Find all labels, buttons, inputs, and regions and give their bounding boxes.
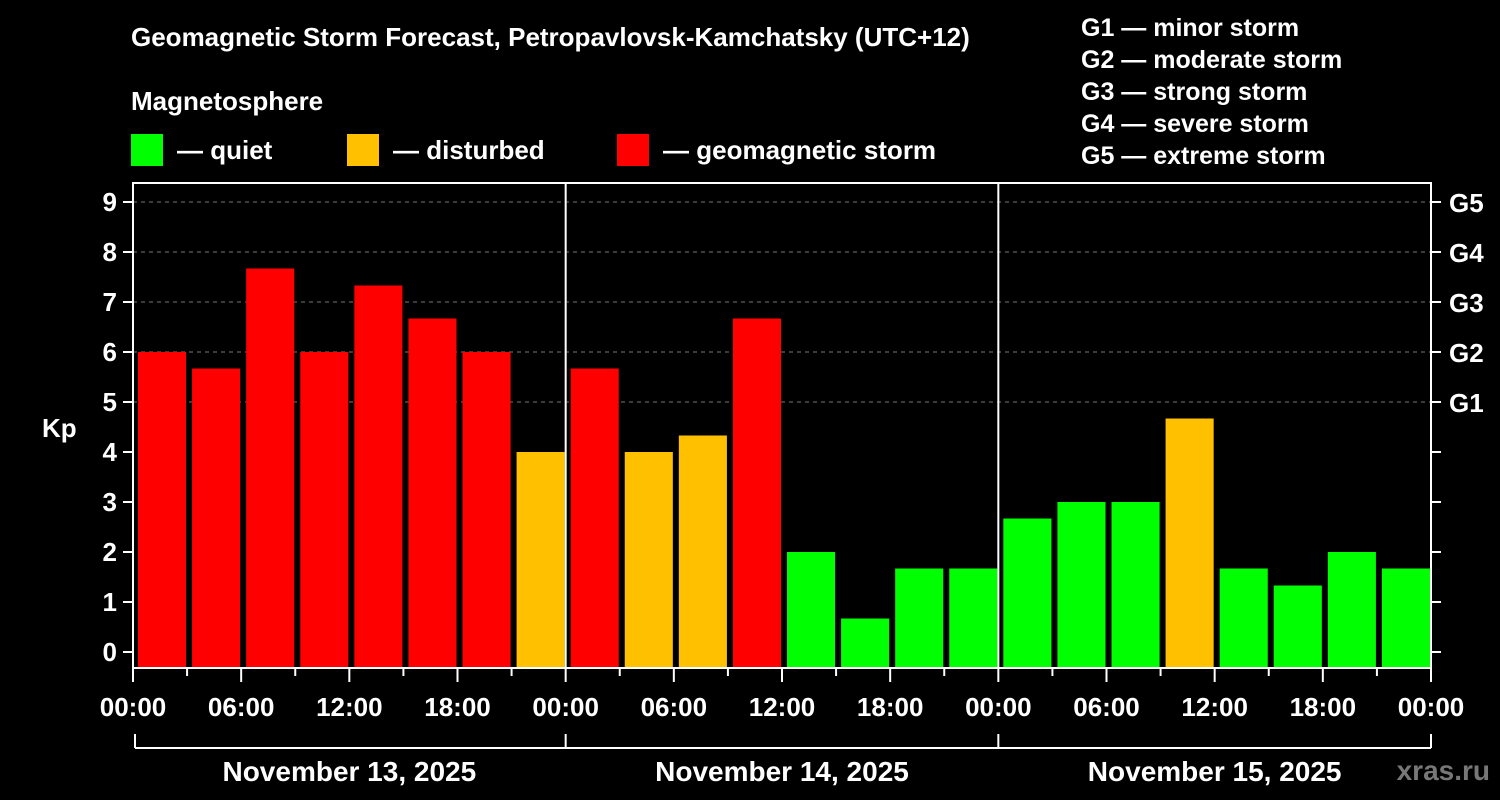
y-tick-label-4: 4 — [103, 437, 118, 467]
bar-22 — [1273, 585, 1322, 668]
right-tick-label-g3: G3 — [1449, 288, 1484, 318]
storm-scale-g1: G1 — minor storm — [1081, 14, 1300, 42]
bar-8 — [516, 452, 565, 668]
y-axis-label: Kp — [42, 413, 77, 443]
x-tick-label-5: 06:00 — [641, 692, 708, 722]
x-tick-label-4: 00:00 — [532, 692, 599, 722]
chart-title: Geomagnetic Storm Forecast, Petropavlovs… — [131, 22, 970, 52]
right-tick-label-g4: G4 — [1449, 238, 1484, 268]
legend-swatch-storm — [617, 134, 649, 166]
day-label-1: November 13, 2025 — [222, 756, 476, 787]
x-tick-label-9: 06:00 — [1073, 692, 1140, 722]
bar-6 — [408, 318, 457, 668]
bar-14 — [841, 618, 890, 668]
bar-3 — [246, 268, 295, 668]
bar-13 — [787, 552, 836, 668]
legend-heading: Magnetosphere — [131, 86, 324, 116]
bar-2 — [192, 368, 241, 668]
bar-20 — [1165, 418, 1214, 668]
y-tick-label-2: 2 — [103, 537, 117, 567]
bar-17 — [1003, 518, 1052, 668]
bar-1 — [138, 352, 187, 668]
y-tick-label-1: 1 — [103, 587, 117, 617]
legend-swatch-disturbed — [347, 134, 379, 166]
legend-label-quiet: — quiet — [177, 134, 273, 165]
y-tick-label-3: 3 — [103, 487, 117, 517]
legend-item-disturbed: — disturbed — [347, 133, 545, 167]
x-tick-label-1: 06:00 — [208, 692, 275, 722]
legend-label-disturbed: — disturbed — [393, 134, 545, 165]
storm-scale-g5: G5 — extreme storm — [1081, 142, 1326, 170]
legend-label-storm: — geomagnetic storm — [663, 134, 937, 165]
y-tick-label-0: 0 — [103, 637, 117, 667]
legend-swatch-quiet — [131, 134, 163, 166]
bar-10 — [624, 452, 673, 668]
x-tick-label-8: 00:00 — [965, 692, 1032, 722]
x-tick-label-6: 12:00 — [749, 692, 816, 722]
storm-scale-g3: G3 — strong storm — [1081, 78, 1308, 106]
bar-4 — [300, 352, 349, 668]
x-tick-label-12: 00:00 — [1398, 692, 1465, 722]
bar-11 — [678, 435, 727, 668]
x-tick-label-7: 18:00 — [857, 692, 924, 722]
bar-18 — [1057, 502, 1106, 668]
bar-21 — [1219, 568, 1268, 668]
bar-9 — [570, 368, 619, 668]
right-tick-label-g2: G2 — [1449, 338, 1484, 368]
x-tick-label-0: 00:00 — [100, 692, 167, 722]
bar-16 — [949, 568, 998, 668]
bar-19 — [1111, 502, 1160, 668]
x-tick-label-10: 12:00 — [1181, 692, 1248, 722]
day-label-3: November 15, 2025 — [1088, 756, 1342, 787]
right-tick-label-g5: G5 — [1449, 188, 1484, 218]
right-tick-label-g1: G1 — [1449, 388, 1484, 418]
storm-scale-g4: G4 — severe storm — [1081, 110, 1309, 138]
day-label-2: November 14, 2025 — [655, 756, 909, 787]
bar-15 — [895, 568, 944, 668]
x-tick-label-11: 18:00 — [1290, 692, 1357, 722]
y-tick-label-5: 5 — [103, 387, 117, 417]
storm-scale-g2: G2 — moderate storm — [1081, 46, 1343, 74]
y-tick-label-7: 7 — [103, 287, 117, 317]
bar-5 — [354, 285, 403, 668]
brand-watermark: xras.ru — [1396, 755, 1490, 786]
legend-item-quiet: — quiet — [131, 133, 272, 167]
y-tick-label-6: 6 — [103, 337, 117, 367]
legend-item-storm: — geomagnetic storm — [617, 133, 936, 167]
x-tick-label-2: 12:00 — [316, 692, 383, 722]
bar-7 — [462, 352, 511, 668]
bar-23 — [1327, 552, 1376, 668]
bar-12 — [732, 318, 781, 668]
bar-24 — [1381, 568, 1430, 668]
y-tick-label-9: 9 — [103, 187, 117, 217]
y-tick-label-8: 8 — [103, 237, 117, 267]
x-tick-label-3: 18:00 — [424, 692, 491, 722]
